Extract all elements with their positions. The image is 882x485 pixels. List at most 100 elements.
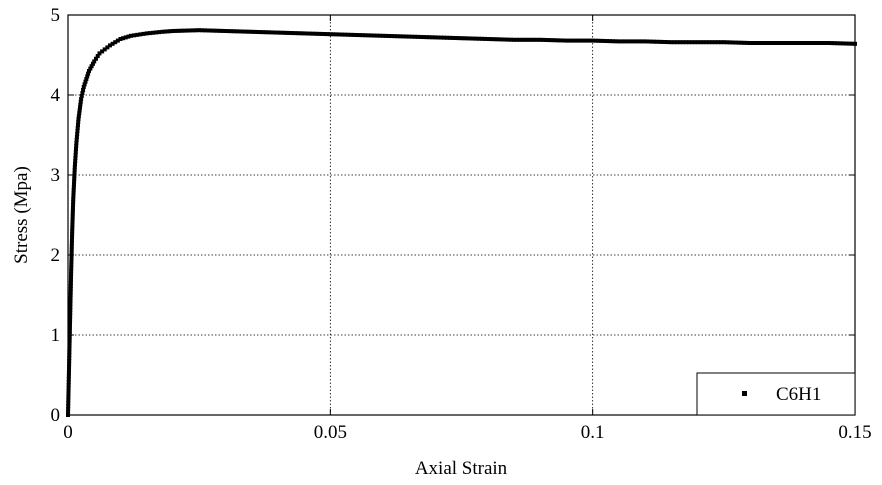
data-point — [299, 31, 304, 36]
data-point — [170, 29, 175, 33]
data-point — [76, 114, 81, 119]
data-point — [742, 40, 747, 45]
data-point — [70, 220, 75, 225]
data-point — [672, 40, 677, 45]
x-tick-label: 0 — [63, 422, 73, 443]
data-point — [771, 41, 776, 45]
data-point — [660, 39, 665, 44]
data-point — [100, 49, 105, 54]
data-point — [73, 159, 78, 163]
legend-box — [696, 372, 856, 416]
data-point — [287, 30, 292, 35]
data-point — [430, 35, 435, 40]
x-tick-label: 0.05 — [314, 422, 347, 443]
data-point — [67, 323, 72, 327]
data-point — [809, 41, 814, 45]
data-point — [72, 173, 77, 178]
data-point — [835, 41, 840, 46]
data-point — [69, 244, 74, 249]
data-point — [424, 35, 429, 40]
data-point — [360, 33, 365, 38]
data-point — [132, 33, 137, 38]
data-point — [838, 41, 843, 46]
data-point — [756, 41, 761, 45]
data-point — [115, 38, 120, 43]
data-point — [730, 40, 735, 45]
data-point — [570, 38, 575, 43]
data-point — [147, 31, 152, 36]
data-point — [67, 353, 72, 357]
data-point — [716, 40, 721, 45]
data-point — [331, 32, 336, 37]
data-point — [270, 30, 275, 35]
data-point — [462, 36, 467, 41]
data-point — [526, 37, 531, 42]
data-point — [77, 105, 82, 110]
data-point — [342, 32, 347, 37]
data-point — [491, 37, 496, 42]
data-point — [70, 214, 75, 219]
data-point — [78, 102, 83, 107]
data-point — [69, 259, 74, 264]
data-point — [310, 31, 315, 36]
data-point — [272, 30, 277, 35]
data-point — [797, 41, 802, 45]
data-point — [72, 176, 77, 181]
data-point — [69, 253, 74, 258]
data-point — [81, 85, 86, 89]
data-point — [69, 272, 74, 276]
data-point — [444, 35, 449, 40]
data-point — [637, 39, 642, 44]
y-tick-label: 4 — [51, 85, 61, 106]
data-point — [70, 226, 75, 231]
data-point — [832, 41, 837, 46]
data-point — [339, 32, 344, 37]
legend-marker — [742, 391, 747, 396]
data-point — [471, 36, 476, 41]
data-point — [389, 34, 394, 39]
data-point — [72, 179, 77, 184]
data-point — [68, 302, 73, 306]
data-point — [76, 117, 81, 121]
data-point — [768, 41, 773, 45]
x-tick-label: 0.15 — [838, 422, 871, 443]
y-tick-label: 5 — [51, 5, 61, 26]
data-point — [76, 120, 81, 124]
data-point — [780, 41, 785, 45]
data-point — [587, 38, 592, 43]
data-point — [70, 217, 75, 222]
data-point — [214, 28, 219, 33]
data-point — [485, 37, 490, 41]
data-point — [707, 40, 712, 45]
data-point — [68, 296, 73, 300]
data-point — [70, 211, 75, 216]
data-point — [514, 37, 519, 42]
data-point — [313, 31, 318, 36]
data-point — [363, 33, 368, 38]
data-point — [654, 39, 659, 44]
data-point — [695, 40, 700, 45]
data-point — [191, 28, 196, 33]
data-point — [579, 38, 584, 43]
data-point — [102, 47, 107, 52]
data-point — [681, 40, 686, 45]
data-point — [765, 41, 770, 45]
data-point — [75, 123, 80, 127]
data-point — [544, 37, 549, 42]
data-point — [302, 31, 307, 36]
data-point — [646, 39, 651, 44]
data-point — [173, 28, 178, 33]
data-point — [71, 191, 76, 196]
data-point — [511, 37, 516, 42]
data-point — [415, 34, 420, 39]
data-point — [701, 40, 706, 45]
data-point — [590, 38, 595, 43]
data-point — [74, 141, 79, 145]
data-point — [73, 153, 78, 157]
data-point — [337, 32, 342, 37]
data-point — [243, 29, 248, 34]
data-point — [541, 37, 546, 42]
data-point — [357, 33, 362, 38]
data-point — [739, 40, 744, 45]
data-point — [69, 250, 74, 255]
